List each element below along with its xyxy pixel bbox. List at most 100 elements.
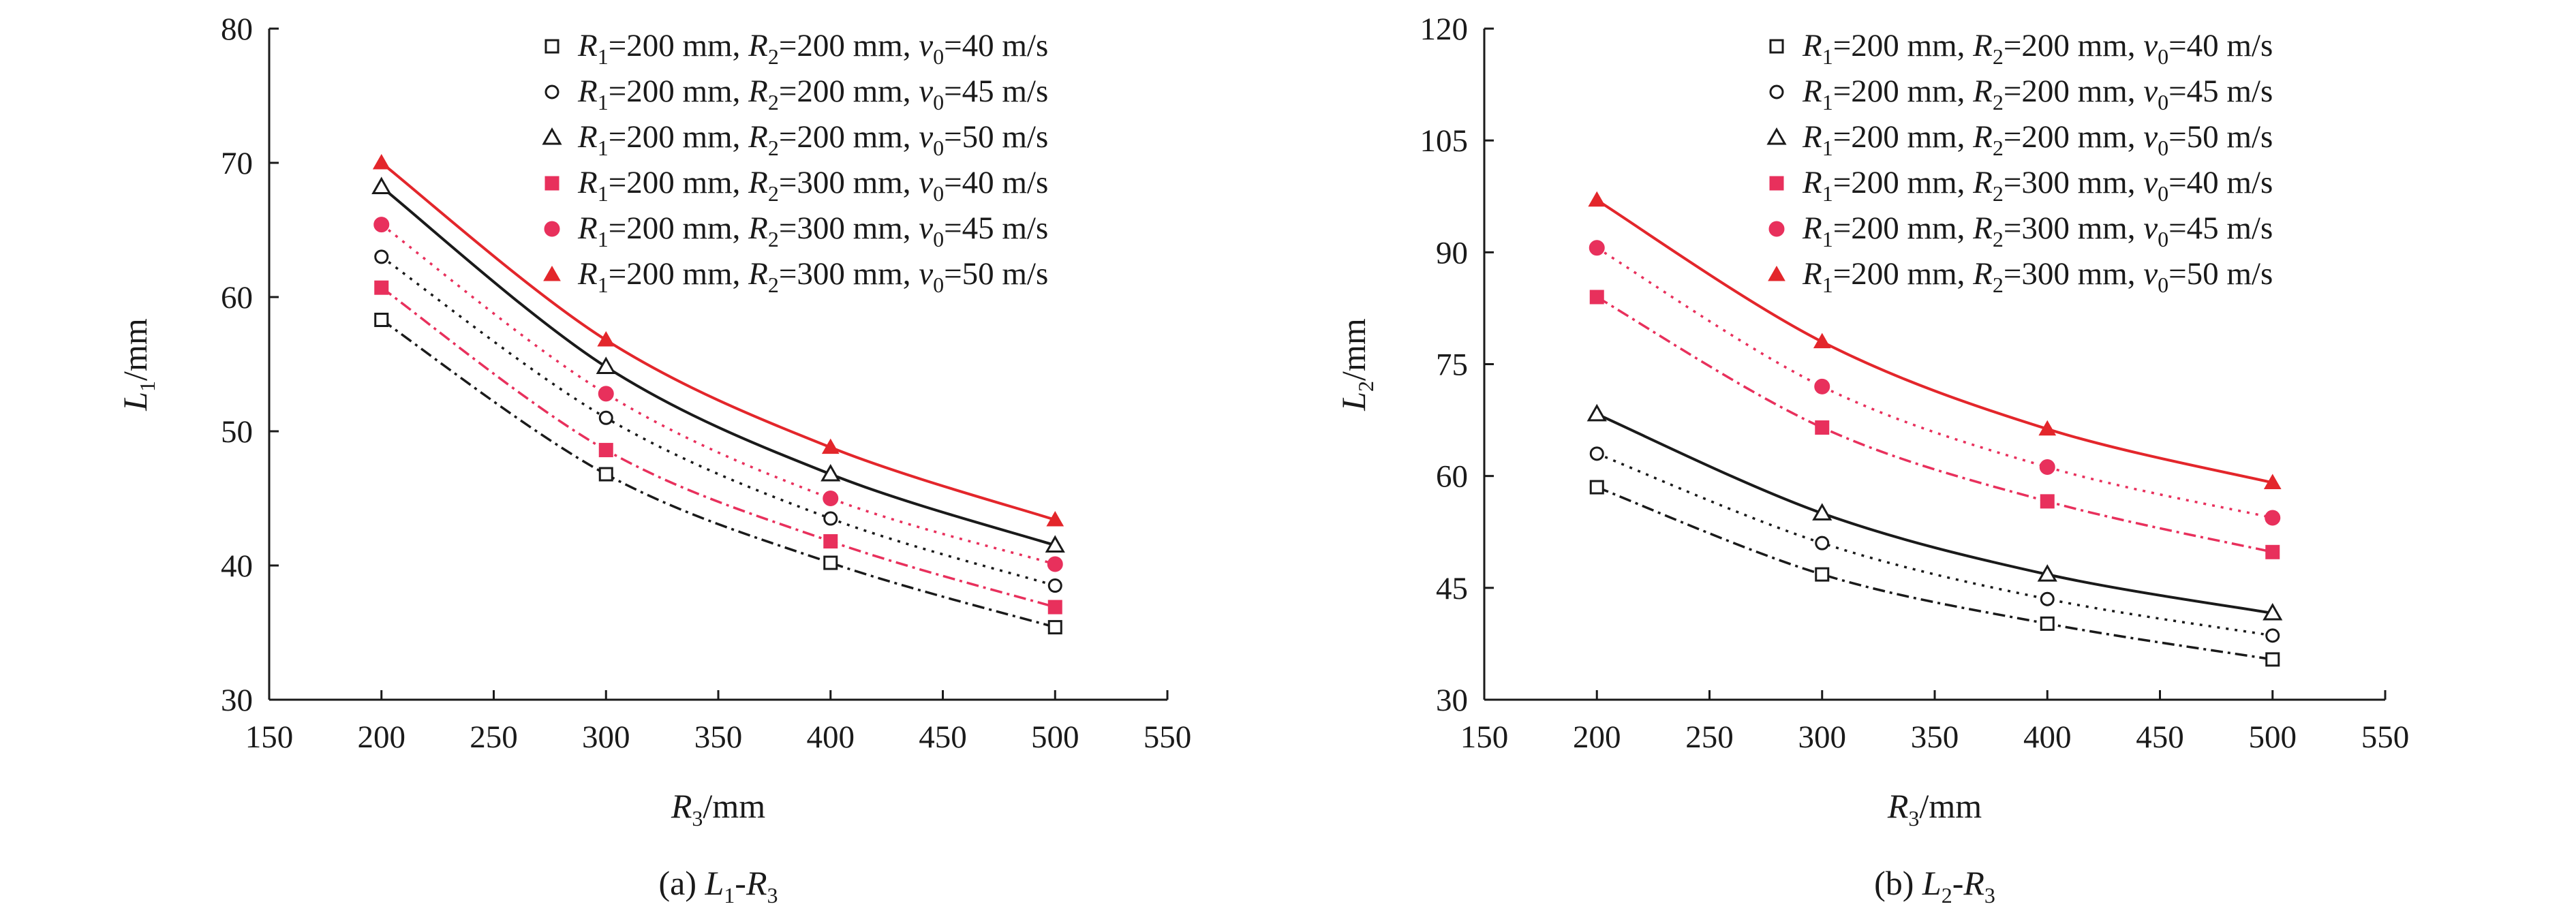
- data-point-series-3: [1045, 535, 1065, 553]
- y-tick-label: 45: [1436, 571, 1468, 606]
- series-line-4: [380, 286, 1056, 608]
- data-point-series-6: [1813, 332, 1831, 349]
- legend-entry-1: R1=200 mm, R2=200 mm, v0=40 m/s: [577, 28, 1048, 69]
- series-line-4: [1596, 296, 2273, 554]
- data-point-series-6: [1588, 191, 1606, 207]
- legend-entry-6: R1=200 mm, R2=300 mm, v0=50 m/s: [577, 256, 1048, 297]
- x-tick-label: 500: [2249, 719, 2297, 755]
- y-tick-label: 60: [221, 280, 253, 315]
- data-point-series-2: [598, 410, 613, 425]
- data-point-series-6: [2263, 474, 2282, 490]
- data-point-series-5: [1589, 240, 1605, 256]
- series-line-2: [1596, 452, 2273, 637]
- legend-entry-3: R1=200 mm, R2=200 mm, v0=50 m/s: [577, 119, 1048, 160]
- x-tick-label: 400: [2023, 719, 2072, 755]
- chart-caption: (a) L1-R3: [658, 864, 778, 908]
- data-point-series-1: [2265, 652, 2280, 667]
- data-point-series-4: [2040, 494, 2055, 509]
- data-point-series-6: [372, 153, 390, 170]
- legend-marker-5: [544, 221, 560, 237]
- series-line-3: [1596, 412, 2273, 615]
- data-point-series-2: [1815, 536, 1830, 550]
- data-point-series-5: [2265, 510, 2281, 526]
- data-point-series-6: [2038, 420, 2057, 436]
- x-tick-label: 200: [358, 719, 406, 755]
- data-point-series-2: [1047, 578, 1062, 593]
- data-point-series-4: [2265, 544, 2280, 559]
- series-line-6: [380, 161, 1056, 521]
- x-tick-label: 500: [1031, 719, 1079, 755]
- legend-marker-4: [1769, 176, 1784, 191]
- x-tick-label: 300: [1798, 719, 1847, 755]
- data-point-series-1: [1589, 480, 1604, 495]
- data-point-series-3: [1812, 503, 1833, 521]
- legend-marker-6: [1768, 265, 1785, 281]
- data-point-series-1: [1815, 567, 1830, 582]
- data-point-series-5: [823, 491, 839, 506]
- data-point-series-4: [823, 534, 838, 549]
- x-axis-label: R3/mm: [1887, 787, 1982, 831]
- series-line-2: [380, 255, 1056, 587]
- data-point-series-3: [596, 356, 616, 374]
- legend-marker-5: [1768, 221, 1785, 237]
- y-tick-label: 40: [221, 548, 253, 584]
- y-tick-label: 90: [1436, 235, 1468, 270]
- legend-marker-3: [1766, 127, 1787, 145]
- data-point-series-3: [1586, 403, 1607, 422]
- data-point-series-4: [1815, 420, 1830, 435]
- x-tick-label: 550: [2361, 719, 2410, 755]
- y-tick-label: 70: [221, 146, 253, 181]
- x-tick-label: 400: [807, 719, 855, 755]
- data-point-series-1: [2040, 616, 2055, 631]
- legend-marker-2: [1769, 84, 1784, 99]
- series-line-1: [1596, 486, 2273, 661]
- y-tick-label: 105: [1420, 123, 1469, 159]
- data-point-series-2: [2265, 628, 2280, 643]
- data-point-series-4: [1589, 290, 1604, 305]
- x-tick-label: 200: [1573, 719, 1621, 755]
- data-point-series-3: [2263, 603, 2283, 621]
- data-point-series-3: [2037, 564, 2057, 582]
- legend-entry-2: R1=200 mm, R2=200 mm, v0=45 m/s: [1802, 74, 2273, 114]
- x-tick-label: 550: [1144, 719, 1192, 755]
- legend-marker-1: [545, 39, 559, 54]
- legend-marker-4: [545, 176, 559, 191]
- data-point-series-1: [374, 312, 389, 327]
- data-point-series-4: [374, 280, 389, 295]
- data-point-series-2: [1589, 446, 1604, 461]
- chart-a: 150 200 250 300 350 400 450 500 550 30 40 50 60 70 80 R…: [116, 12, 1191, 908]
- x-tick-label: 150: [245, 719, 294, 755]
- x-tick-label: 250: [1685, 719, 1734, 755]
- data-point-series-6: [821, 438, 840, 454]
- legend-entry-5: R1=200 mm, R2=300 mm, v0=45 m/s: [1802, 211, 2273, 251]
- x-tick-label: 450: [2136, 719, 2184, 755]
- x-tick-label: 350: [1911, 719, 1959, 755]
- x-tick-label: 450: [919, 719, 967, 755]
- series-line-3: [380, 185, 1056, 547]
- legend-entry-5: R1=200 mm, R2=300 mm, v0=45 m/s: [577, 211, 1048, 251]
- x-tick-label: 250: [470, 719, 518, 755]
- chart-caption: (b) L2-R3: [1874, 864, 1995, 908]
- data-point-series-4: [598, 443, 613, 458]
- y-tick-label: 75: [1436, 347, 1468, 383]
- y-tick-label: 60: [1436, 459, 1468, 495]
- data-point-series-5: [2039, 459, 2055, 476]
- data-point-series-6: [1046, 511, 1064, 527]
- data-point-series-2: [2040, 591, 2055, 606]
- data-point-series-3: [821, 464, 841, 482]
- data-point-series-5: [373, 217, 390, 233]
- x-tick-label: 150: [1460, 719, 1509, 755]
- legend-marker-2: [545, 84, 559, 99]
- data-point-series-1: [1047, 620, 1062, 635]
- legend-entry-1: R1=200 mm, R2=200 mm, v0=40 m/s: [1802, 28, 2273, 69]
- legend-entry-2: R1=200 mm, R2=200 mm, v0=45 m/s: [577, 74, 1048, 114]
- data-point-series-3: [371, 176, 392, 194]
- legend-entry-4: R1=200 mm, R2=300 mm, v0=40 m/s: [1802, 165, 2273, 206]
- data-point-series-4: [1047, 600, 1062, 615]
- y-axis-label: L2/mm: [1334, 318, 1378, 412]
- data-point-series-5: [1047, 556, 1063, 572]
- x-axis-label: R3/mm: [671, 787, 765, 831]
- x-tick-label: 350: [694, 719, 743, 755]
- data-point-series-6: [597, 331, 615, 347]
